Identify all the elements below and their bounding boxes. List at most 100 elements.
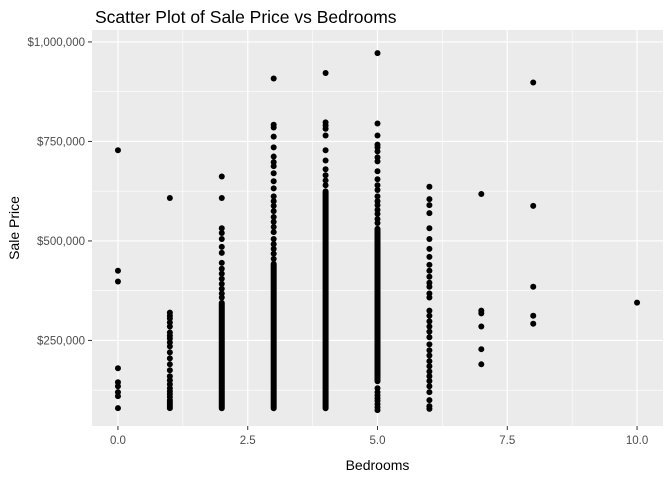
data-point: [166, 323, 173, 330]
data-point: [218, 229, 225, 236]
y-tick-label: $1,000,000: [27, 37, 85, 49]
data-point: [530, 320, 537, 327]
data-point: [426, 196, 433, 203]
data-point: [426, 405, 433, 412]
data-point: [426, 334, 433, 341]
data-point: [426, 363, 433, 370]
data-point: [114, 405, 121, 412]
data-point: [166, 367, 173, 374]
data-point: [374, 132, 381, 139]
data-point: [218, 285, 225, 292]
data-point: [270, 124, 277, 131]
data-point: [270, 144, 277, 151]
data-point: [426, 183, 433, 190]
data-point: [322, 182, 329, 189]
data-point: [530, 202, 537, 209]
data-point: [426, 352, 433, 359]
data-point: [322, 147, 329, 154]
data-point: [426, 202, 433, 209]
data-point: [374, 202, 381, 209]
data-point: [374, 193, 381, 200]
data-point: [270, 218, 277, 225]
data-point: [322, 132, 329, 139]
data-point: [478, 310, 485, 317]
data-point: [166, 194, 173, 201]
data-point: [426, 245, 433, 252]
data-point: [374, 210, 381, 217]
data-point: [478, 323, 485, 330]
data-point: [166, 349, 173, 356]
y-tick-label: $250,000: [37, 335, 85, 347]
data-point: [426, 323, 433, 330]
data-point: [270, 224, 277, 231]
data-point: [478, 190, 485, 197]
data-point: [166, 405, 173, 412]
data-point: [270, 198, 277, 205]
x-tick-label: 2.5: [240, 435, 256, 447]
data-point: [218, 243, 225, 250]
data-point: [270, 170, 277, 177]
dense-point-column: [374, 225, 381, 385]
data-point: [374, 50, 381, 57]
data-point: [426, 347, 433, 354]
data-point: [426, 358, 433, 365]
data-point: [270, 185, 277, 192]
data-point: [218, 259, 225, 266]
data-point: [218, 294, 225, 301]
data-point: [218, 265, 225, 272]
y-tick-label: $750,000: [37, 136, 85, 148]
data-point: [218, 173, 225, 180]
data-point: [426, 318, 433, 325]
data-point: [322, 157, 329, 164]
data-points: [114, 50, 641, 414]
data-point: [218, 194, 225, 201]
data-point: [218, 275, 225, 282]
dense-point-column: [322, 188, 329, 412]
data-point: [426, 253, 433, 260]
data-point: [374, 182, 381, 189]
data-point: [322, 177, 329, 184]
data-point: [426, 341, 433, 348]
data-point: [426, 267, 433, 274]
data-point: [270, 214, 277, 221]
data-point: [426, 307, 433, 314]
data-point: [426, 389, 433, 396]
x-tick-label: 5.0: [370, 435, 386, 447]
data-point: [426, 397, 433, 404]
data-point: [218, 249, 225, 256]
data-point: [270, 133, 277, 140]
dense-point-column: [270, 260, 277, 412]
dense-point-columns: [218, 188, 381, 412]
x-tick-label: 0.0: [110, 435, 126, 447]
data-point: [270, 202, 277, 209]
data-point: [426, 378, 433, 385]
data-point: [322, 69, 329, 76]
data-point: [166, 361, 173, 368]
data-point: [374, 220, 381, 227]
data-point: [114, 393, 121, 400]
dense-point-column: [218, 299, 225, 412]
data-point: [322, 125, 329, 132]
data-point: [426, 225, 433, 232]
data-point: [374, 176, 381, 183]
data-point: [634, 299, 641, 306]
data-point: [218, 270, 225, 277]
x-tick-label: 7.5: [499, 435, 515, 447]
data-point: [270, 235, 277, 242]
axis-ticks: 0.0 2.5 5.0 7.5 10.0 $250,000 $500,000 $750,000…: [27, 37, 648, 447]
y-tick-label: $500,000: [37, 236, 85, 248]
data-point: [426, 328, 433, 335]
data-point: [218, 225, 225, 232]
data-point: [166, 343, 173, 350]
x-axis-title: Bedrooms: [346, 457, 410, 473]
data-point: [322, 172, 329, 179]
data-point: [270, 250, 277, 257]
data-point: [374, 120, 381, 127]
data-point: [114, 365, 121, 372]
data-point: [530, 79, 537, 86]
data-point: [270, 153, 277, 160]
data-point: [114, 267, 121, 274]
data-point: [114, 383, 121, 390]
data-point: [114, 278, 121, 285]
data-point: [270, 208, 277, 215]
